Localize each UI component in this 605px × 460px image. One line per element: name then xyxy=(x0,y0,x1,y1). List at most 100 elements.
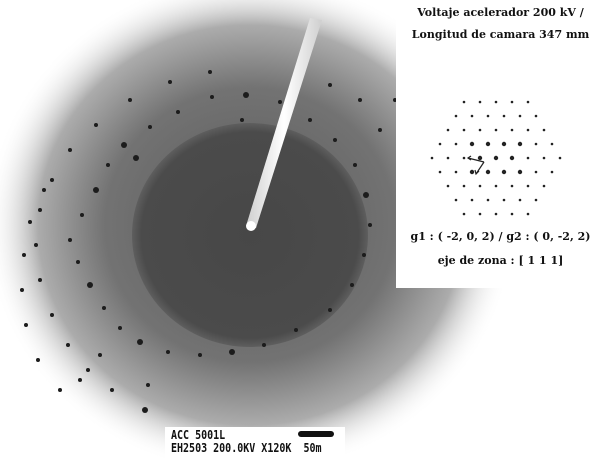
diffraction-spot xyxy=(363,192,369,198)
diffraction-spot xyxy=(98,353,102,357)
inset-lattice-dot xyxy=(526,100,530,104)
inset-lattice-dot xyxy=(470,114,474,118)
diffraction-spot xyxy=(58,388,62,392)
diffraction-spot xyxy=(38,278,42,282)
inset-lattice-dot xyxy=(550,142,554,146)
diffraction-spot xyxy=(262,343,266,347)
inset-lattice-dot xyxy=(470,198,474,202)
inset-lattice-dot xyxy=(517,141,523,147)
diffraction-spot xyxy=(36,358,40,362)
inset-lattice-dot xyxy=(485,141,491,147)
inset-lattice-dot xyxy=(542,156,546,160)
inset-lattice-dot xyxy=(542,128,546,132)
inset-lattice-dot xyxy=(526,184,530,188)
label-line-2: EH2503 200.0KV X120K 50m xyxy=(171,442,322,456)
diffraction-spot xyxy=(166,350,170,354)
diffraction-spot xyxy=(294,328,298,332)
inset-lattice-dot xyxy=(478,184,482,188)
g-vectors-text: g1 : ( -2, 0, 2) / g2 : ( 0, -2, 2) xyxy=(410,230,591,243)
inset-lattice-dot xyxy=(510,184,514,188)
diffraction-spot xyxy=(68,238,72,242)
diffraction-spot xyxy=(24,323,28,327)
info-panel: Voltaje acelerador 200 kV / Longitud de … xyxy=(396,0,605,288)
diffraction-spot xyxy=(148,125,152,129)
diffraction-spot xyxy=(142,407,148,413)
inset-lattice-dots xyxy=(430,100,562,216)
inset-lattice-dot xyxy=(485,169,491,175)
inset-lattice-dot xyxy=(486,198,490,202)
diffraction-spot xyxy=(240,118,244,122)
inset-lattice-dot xyxy=(430,156,434,160)
inset-lattice-dot xyxy=(558,156,562,160)
diffraction-spot xyxy=(78,378,82,382)
inset-lattice-dot xyxy=(446,128,450,132)
inset-lattice-dot xyxy=(526,128,530,132)
inset-lattice-dot xyxy=(510,100,514,104)
inset-lattice-dot xyxy=(494,212,498,216)
inset-lattice-dot xyxy=(509,155,515,161)
g-vector-arrows xyxy=(466,155,485,176)
label-line-1: ACC 5001L xyxy=(171,429,226,443)
inset-lattice-dot xyxy=(486,114,490,118)
inset-lattice-dot xyxy=(454,198,458,202)
diffraction-spot xyxy=(368,223,372,227)
inset-lattice-dot xyxy=(518,198,522,202)
diffraction-spot xyxy=(22,253,26,257)
inset-lattice-dot xyxy=(534,170,538,174)
inset-lattice-dot xyxy=(478,100,482,104)
diffraction-spot xyxy=(66,343,70,347)
inset-lattice-dot xyxy=(510,128,514,132)
diffraction-spot xyxy=(38,208,42,212)
diffraction-spot xyxy=(350,283,354,287)
inset-lattice-dot xyxy=(454,142,458,146)
inset-lattice-dot xyxy=(462,184,466,188)
inset-lattice-dot xyxy=(526,156,530,160)
diffraction-spot xyxy=(20,288,24,292)
diffraction-spot xyxy=(50,313,54,317)
inset-lattice-dot xyxy=(502,198,506,202)
inset-lattice-dot xyxy=(478,128,482,132)
diffraction-spot xyxy=(176,110,180,114)
micrograph-label: ACC 5001L EH2503 200.0KV X120K 50m xyxy=(165,427,345,460)
diffraction-spot xyxy=(93,187,99,193)
diffraction-spot xyxy=(68,148,72,152)
diffraction-spot xyxy=(362,253,366,257)
inset-lattice-dot xyxy=(501,169,507,175)
diffraction-spot xyxy=(80,213,84,217)
diffraction-spot xyxy=(133,155,139,161)
inset-lattice-dot xyxy=(462,128,466,132)
diffraction-spot xyxy=(308,118,312,122)
diffraction-spot xyxy=(198,353,202,357)
inset-lattice-dot xyxy=(469,141,475,147)
diffraction-spot xyxy=(34,243,38,247)
diffraction-spot xyxy=(42,188,46,192)
diffraction-spots xyxy=(20,70,397,413)
inset-lattice-dot xyxy=(493,155,499,161)
diffraction-spot xyxy=(358,98,362,102)
diffraction-spot xyxy=(168,80,172,84)
scale-bar xyxy=(298,431,334,437)
diffraction-spot xyxy=(333,138,337,142)
inset-lattice-dot xyxy=(550,170,554,174)
inset-lattice-dot xyxy=(454,114,458,118)
transmitted-beam-spot xyxy=(246,221,256,231)
diffraction-spot xyxy=(102,306,106,310)
zone-axis-text: eje de zona : [ 1 1 1] xyxy=(437,254,564,267)
diffraction-spot xyxy=(94,123,98,127)
diffraction-spot xyxy=(328,308,332,312)
inset-lattice-dot xyxy=(469,169,475,175)
inset-lattice-dot xyxy=(477,155,483,161)
inset-lattice-dot xyxy=(446,156,450,160)
diffraction-spot xyxy=(110,388,114,392)
inset-lattice-dot xyxy=(501,141,507,147)
diffraction-spot xyxy=(146,383,150,387)
inset-lattice-dot xyxy=(462,100,466,104)
diffraction-spot xyxy=(87,282,93,288)
diffraction-spot xyxy=(229,349,235,355)
inset-lattice-dot xyxy=(534,114,538,118)
diffraction-spot xyxy=(118,326,122,330)
inset-lattice-dot xyxy=(462,212,466,216)
inset-lattice-dot xyxy=(494,128,498,132)
diffraction-spot xyxy=(128,98,132,102)
label-line-2-text: EH2503 200.0KV X120K xyxy=(171,442,292,456)
